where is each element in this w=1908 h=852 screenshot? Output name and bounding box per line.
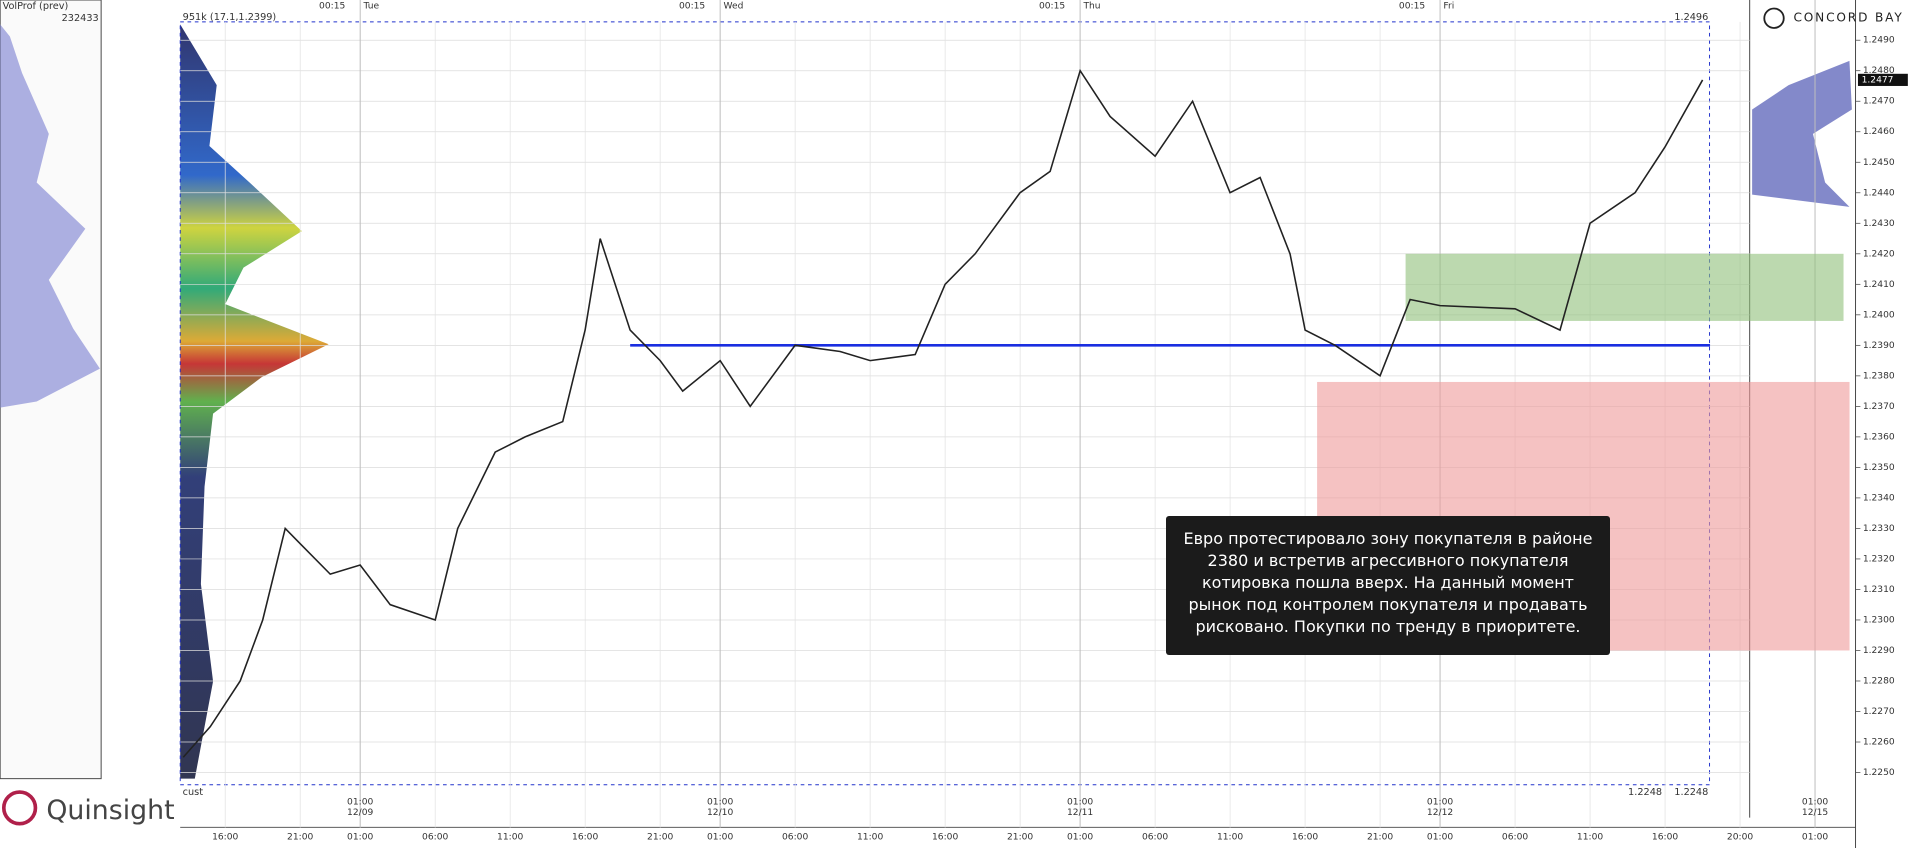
- session-day: Wed: [724, 2, 744, 12]
- low-label: 1.2248: [1674, 787, 1708, 798]
- x-tick-label: 11:00: [497, 833, 523, 843]
- date-time-label: 01:00: [1802, 797, 1828, 807]
- volume-histogram: [180, 24, 329, 779]
- y-tick-label: 1.2300: [1863, 615, 1895, 625]
- x-tick-label: 11:00: [857, 833, 883, 843]
- y-tick-label: 1.2250: [1863, 768, 1895, 778]
- y-tick-label: 1.2450: [1863, 158, 1895, 168]
- chart-info: 951k (17.1,1.2399): [183, 12, 277, 23]
- x-tick-label: 11:00: [1577, 833, 1603, 843]
- x-tick-label: 01:00: [1802, 833, 1828, 843]
- y-tick-label: 1.2290: [1863, 646, 1895, 656]
- x-tick-label: 01:00: [707, 833, 733, 843]
- zone: [1405, 253, 1844, 321]
- session-day: Fri: [1443, 2, 1454, 12]
- session-time: 00:15: [1039, 2, 1065, 12]
- last-price-label: 1.2477: [1862, 75, 1894, 85]
- y-tick-label: 1.2420: [1863, 249, 1895, 259]
- y-tick-label: 1.2270: [1863, 707, 1895, 717]
- y-tick-label: 1.2430: [1863, 219, 1895, 229]
- x-tick-label: 21:00: [647, 833, 673, 843]
- y-tick-label: 1.2380: [1863, 371, 1895, 381]
- date-label: 12/12: [1427, 808, 1453, 818]
- left-profile-shape: [0, 24, 100, 408]
- y-tick-label: 1.2320: [1863, 554, 1895, 564]
- y-tick-label: 1.2490: [1863, 36, 1895, 46]
- y-tick-label: 1.2410: [1863, 280, 1895, 290]
- x-tick-label: 16:00: [212, 833, 238, 843]
- x-tick-label: 21:00: [1007, 833, 1033, 843]
- y-tick-label: 1.2280: [1863, 676, 1895, 686]
- date-time-label: 01:00: [347, 797, 373, 807]
- date-label: 12/15: [1802, 808, 1828, 818]
- low-label: 1.2248: [1628, 787, 1662, 798]
- date-time-label: 01:00: [1067, 797, 1093, 807]
- y-tick-label: 1.2390: [1863, 341, 1895, 351]
- footer-label: cust: [183, 787, 204, 798]
- y-tick-label: 1.2400: [1863, 310, 1895, 320]
- x-tick-label: 16:00: [572, 833, 598, 843]
- x-tick-label: 06:00: [782, 833, 808, 843]
- y-tick-label: 1.2260: [1863, 738, 1895, 748]
- x-tick-label: 06:00: [1502, 833, 1528, 843]
- date-label: 12/10: [707, 808, 733, 818]
- x-tick-label: 16:00: [1652, 833, 1678, 843]
- y-tick-label: 1.2330: [1863, 524, 1895, 534]
- x-tick-label: 06:00: [1142, 833, 1168, 843]
- session-time: 00:15: [1399, 2, 1425, 12]
- y-tick-label: 1.2340: [1863, 493, 1895, 503]
- date-label: 12/09: [347, 808, 373, 818]
- y-tick-label: 1.2440: [1863, 188, 1895, 198]
- last-price-tag: [1857, 73, 1908, 86]
- y-tick-label: 1.2360: [1863, 432, 1895, 442]
- x-tick-label: 21:00: [287, 833, 313, 843]
- x-tick-label: 21:00: [1367, 833, 1393, 843]
- session-time: 00:15: [319, 2, 345, 12]
- brand-logo: [1763, 7, 1785, 29]
- left-panel-title: VolProf (prev): [3, 1, 69, 12]
- x-tick-label: 11:00: [1217, 833, 1243, 843]
- session-time: 00:15: [679, 2, 705, 12]
- brand-name: CONCORD BAY: [1793, 11, 1903, 25]
- date-time-label: 01:00: [1427, 797, 1453, 807]
- y-tick-label: 1.2470: [1863, 97, 1895, 107]
- x-tick-label: 01:00: [347, 833, 373, 843]
- x-tick-label: 06:00: [422, 833, 448, 843]
- brand-right: CONCORD BAY: [1763, 7, 1903, 29]
- x-tick-label: 01:00: [1067, 833, 1093, 843]
- brand-logo: [1, 790, 38, 826]
- x-tick-label: 01:00: [1427, 833, 1453, 843]
- x-tick-label: 20:00: [1727, 833, 1753, 843]
- price-line: [182, 68, 1704, 758]
- session-day: Tue: [363, 2, 380, 12]
- session-day: Thu: [1082, 2, 1100, 12]
- y-tick-label: 1.2350: [1863, 463, 1895, 473]
- brand-name: Quinsight: [46, 795, 174, 826]
- high-label: 1.2496: [1674, 12, 1708, 23]
- brand-left: Quinsight: [1, 790, 175, 826]
- x-tick-label: 16:00: [1292, 833, 1318, 843]
- left-panel-value: 232433: [62, 13, 99, 24]
- right-profile-shape: [1752, 60, 1852, 207]
- date-label: 12/11: [1067, 808, 1093, 818]
- y-tick-label: 1.2460: [1863, 127, 1895, 137]
- y-tick-label: 1.2480: [1863, 66, 1895, 76]
- date-time-label: 01:00: [707, 797, 733, 807]
- annotation: Евро протестировало зону покупателя в ра…: [1166, 516, 1610, 655]
- y-tick-label: 1.2310: [1863, 585, 1895, 595]
- y-tick-label: 1.2370: [1863, 402, 1895, 412]
- x-tick-label: 16:00: [932, 833, 958, 843]
